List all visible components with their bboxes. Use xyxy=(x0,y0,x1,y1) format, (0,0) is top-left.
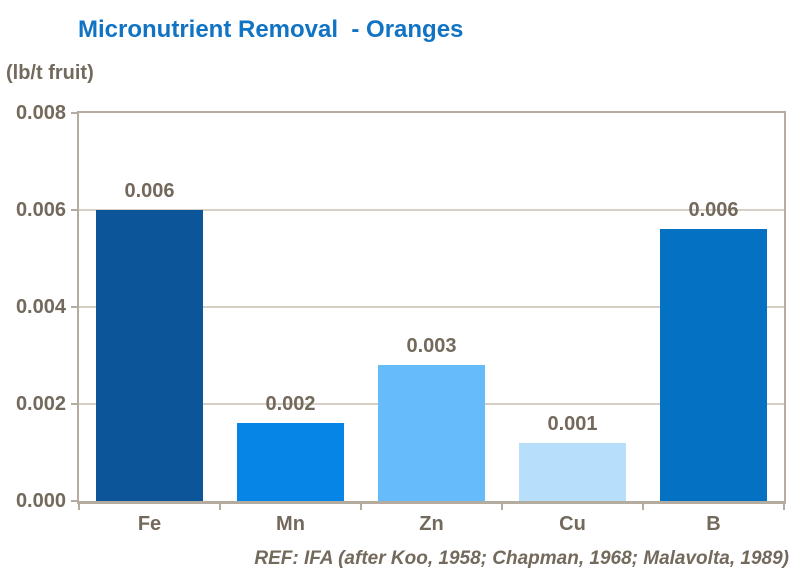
x-tick-mark xyxy=(219,504,221,510)
x-tick-mark xyxy=(360,504,362,510)
x-category-label-Mn: Mn xyxy=(276,513,305,535)
x-category-label-Cu: Cu xyxy=(559,513,586,535)
bar-value-label-Cu: 0.001 xyxy=(547,413,598,435)
y-tick-mark xyxy=(71,209,77,211)
y-tick-mark xyxy=(71,306,77,308)
reference-text: REF: IFA (after Koo, 1958; Chapman, 1968… xyxy=(254,548,789,569)
bar-value-label-Zn: 0.003 xyxy=(406,335,457,357)
bar-Mn xyxy=(237,423,344,501)
x-tick-mark xyxy=(783,504,785,510)
x-category-label-Zn: Zn xyxy=(419,513,444,535)
y-tick-label-0.004: 0.004 xyxy=(15,296,66,318)
x-tick-mark xyxy=(642,504,644,510)
bar-value-label-Fe: 0.006 xyxy=(124,180,175,202)
gridline-0.006 xyxy=(79,209,784,211)
y-tick-mark xyxy=(71,500,77,502)
y-tick-label-0.000: 0.000 xyxy=(15,490,66,512)
x-tick-mark xyxy=(501,504,503,510)
gridline-0.004 xyxy=(79,306,784,308)
bar-Zn xyxy=(378,365,485,501)
bar-Fe xyxy=(96,210,203,501)
bar-Cu xyxy=(519,443,626,501)
bar-B xyxy=(660,229,767,501)
y-tick-label-0.002: 0.002 xyxy=(15,393,66,415)
x-category-label-B: B xyxy=(706,513,721,535)
x-tick-mark xyxy=(78,504,80,510)
y-tick-mark xyxy=(71,403,77,405)
bar-value-label-Mn: 0.002 xyxy=(265,393,316,415)
chart-title: Micronutrient Removal - Oranges xyxy=(78,16,464,43)
x-category-label-Fe: Fe xyxy=(137,513,162,535)
y-tick-label-0.006: 0.006 xyxy=(15,199,66,221)
bar-value-label-B: 0.006 xyxy=(688,199,739,221)
plot-area: 0.006 0.002 0.003 0.001 0.006 xyxy=(77,111,786,504)
y-tick-mark xyxy=(71,112,77,114)
y-axis-unit-label: (lb/t fruit) xyxy=(6,62,94,84)
y-tick-label-0.008: 0.008 xyxy=(15,102,66,124)
